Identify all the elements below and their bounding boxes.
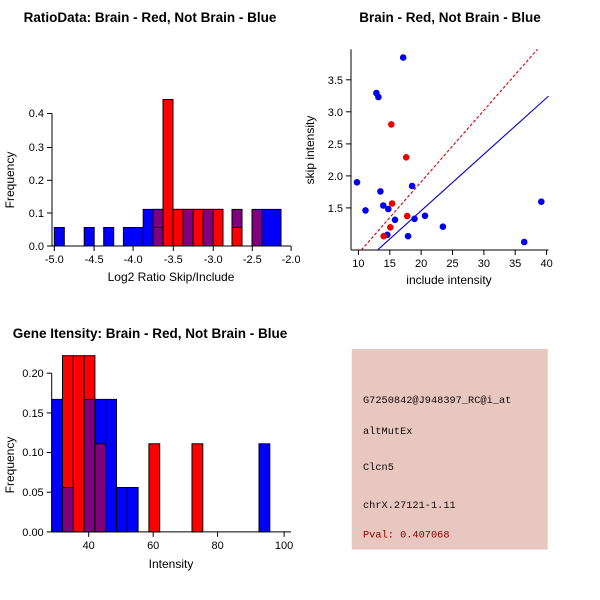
svg-text:40: 40 xyxy=(540,258,552,270)
svg-text:Clcn5: Clcn5 xyxy=(363,462,394,474)
svg-text:-4.5: -4.5 xyxy=(85,254,104,266)
svg-text:altMutEx: altMutEx xyxy=(363,426,412,438)
svg-text:G7250842@J948397_RC@i_at: G7250842@J948397_RC@i_at xyxy=(363,395,511,407)
svg-text:2.0: 2.0 xyxy=(328,171,343,183)
svg-text:0.0: 0.0 xyxy=(29,241,44,253)
svg-text:Pval: 0.407068: Pval: 0.407068 xyxy=(363,530,450,542)
svg-text:0.3: 0.3 xyxy=(29,142,44,154)
svg-text:Gene Itensity: Brain - Red, No: Gene Itensity: Brain - Red, Not Brain - … xyxy=(13,326,288,341)
svg-text:0.05: 0.05 xyxy=(22,487,43,499)
svg-text:-4.0: -4.0 xyxy=(124,254,143,266)
svg-text:0.2: 0.2 xyxy=(29,175,44,187)
svg-text:-5.0: -5.0 xyxy=(45,254,64,266)
svg-text:0.1: 0.1 xyxy=(29,208,44,220)
svg-text:80: 80 xyxy=(211,540,223,552)
svg-text:40: 40 xyxy=(83,540,95,552)
svg-text:20: 20 xyxy=(415,258,427,270)
svg-text:Frequency: Frequency xyxy=(3,437,17,494)
svg-text:0.10: 0.10 xyxy=(22,447,43,459)
svg-text:include intensity: include intensity xyxy=(406,273,491,287)
svg-text:35: 35 xyxy=(509,258,521,270)
svg-text:-3.5: -3.5 xyxy=(164,254,183,266)
svg-text:skip intensity: skip intensity xyxy=(303,116,317,185)
svg-text:100: 100 xyxy=(275,540,293,552)
svg-text:Intensity: Intensity xyxy=(149,557,194,571)
svg-text:0.4: 0.4 xyxy=(29,108,44,120)
svg-text:0.00: 0.00 xyxy=(22,527,43,539)
svg-text:RatioData: Brain - Red, Not Br: RatioData: Brain - Red, Not Brain - Blue xyxy=(24,10,277,25)
svg-text:2.5: 2.5 xyxy=(328,139,343,151)
svg-text:30: 30 xyxy=(478,258,490,270)
svg-text:chrX.27121-1.11: chrX.27121-1.11 xyxy=(363,500,456,512)
svg-text:25: 25 xyxy=(446,258,458,270)
svg-text:-3.0: -3.0 xyxy=(204,254,223,266)
svg-text:-2.5: -2.5 xyxy=(243,254,262,266)
svg-text:10: 10 xyxy=(352,258,364,270)
svg-text:3.0: 3.0 xyxy=(328,107,343,119)
svg-text:Brain - Red, Not Brain - Blue: Brain - Red, Not Brain - Blue xyxy=(359,10,541,25)
svg-text:15: 15 xyxy=(384,258,396,270)
svg-text:-2.0: -2.0 xyxy=(282,254,300,266)
svg-text:3.5: 3.5 xyxy=(328,75,343,87)
svg-text:1.5: 1.5 xyxy=(328,203,343,215)
svg-text:0.20: 0.20 xyxy=(22,368,43,380)
svg-text:0.15: 0.15 xyxy=(22,408,43,420)
svg-text:60: 60 xyxy=(147,540,159,552)
svg-text:Frequency: Frequency xyxy=(3,152,17,209)
svg-text:Log2 Ratio Skip/Include: Log2 Ratio Skip/Include xyxy=(108,270,235,284)
